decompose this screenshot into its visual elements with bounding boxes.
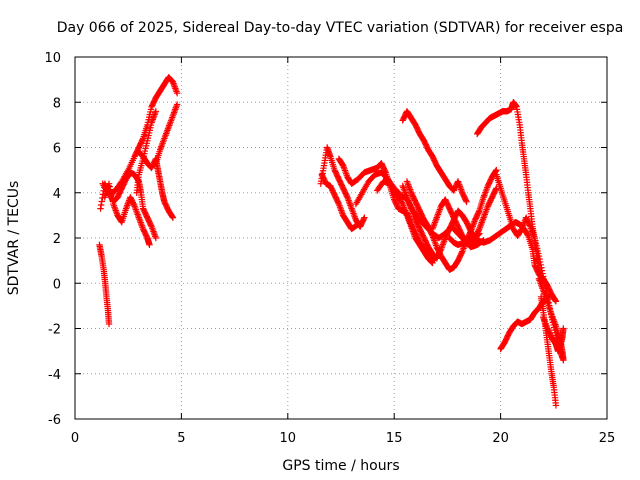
data-point: [539, 270, 546, 277]
y-tick-label: 10: [44, 51, 61, 66]
data-point: [552, 402, 560, 409]
data-point: [152, 108, 160, 115]
data-point: [560, 356, 567, 364]
series-w: [535, 275, 567, 364]
data-point: [560, 325, 567, 332]
y-axis-label: SDTVAR / TECUs: [6, 181, 22, 296]
data-point: [354, 221, 362, 228]
data-point: [475, 208, 482, 216]
data-point: [105, 320, 113, 328]
data-point: [169, 214, 177, 221]
data-point: [146, 241, 153, 248]
data-point: [353, 221, 361, 229]
data-point: [548, 291, 555, 298]
y-tick-label: 6: [53, 142, 61, 157]
data-point: [428, 231, 436, 238]
data-point: [361, 214, 368, 221]
data-point: [536, 258, 544, 266]
data-point: [428, 259, 436, 266]
data-point: [97, 201, 105, 209]
series-g: [152, 101, 181, 167]
x-tick-label: 10: [280, 431, 297, 446]
data-point: [109, 197, 116, 205]
data-point: [173, 90, 181, 97]
data-point: [458, 249, 465, 257]
x-tick-label: 20: [492, 431, 509, 446]
data-point: [552, 297, 559, 304]
data-point: [169, 213, 176, 220]
y-tick-label: 8: [53, 96, 61, 111]
y-tick-label: 2: [53, 232, 61, 247]
data-point: [97, 205, 104, 212]
y-tick-label: 0: [53, 277, 61, 292]
series-a: [96, 241, 113, 328]
data-point: [536, 255, 543, 263]
data-point: [467, 229, 474, 236]
y-tick-label: 4: [53, 187, 61, 202]
data-point: [540, 276, 547, 283]
data-point: [152, 234, 160, 242]
data-point: [537, 261, 544, 269]
x-axis-label: GPS time / hours: [282, 458, 399, 474]
x-tick-label: 25: [599, 431, 616, 446]
series-f: [135, 148, 177, 221]
data-point: [526, 222, 533, 229]
ticks-layer: 0 5 10 15 20 25 -6 -4 -2 0 2 4 6 8 10: [44, 51, 615, 446]
y-tick-label: -6: [48, 413, 61, 428]
data-point: [105, 180, 113, 187]
data-point: [130, 201, 138, 209]
series-e: [133, 108, 160, 196]
data-point: [98, 198, 105, 205]
series-h: [317, 144, 368, 230]
series-n: [403, 166, 500, 273]
x-tick-label: 5: [177, 431, 185, 446]
y-tick-label: -2: [48, 323, 61, 338]
data-point: [462, 197, 470, 204]
data-point: [552, 298, 560, 305]
data-point: [360, 215, 367, 223]
data-point: [492, 186, 499, 193]
data-point: [147, 222, 155, 229]
chart-title: Day 066 of 2025, Sidereal Day-to-day VTE…: [57, 20, 624, 36]
data-point: [539, 273, 547, 280]
data-point: [524, 231, 531, 238]
data-point: [463, 198, 470, 205]
data-point: [173, 101, 181, 108]
x-tick-label: 0: [71, 431, 79, 446]
data-point: [492, 167, 499, 175]
data-point: [335, 199, 342, 206]
series-i: [318, 171, 362, 233]
points-layer: [96, 74, 567, 409]
data-point: [139, 136, 146, 143]
series-l: [373, 178, 436, 267]
data-point: [535, 252, 543, 260]
data-point: [428, 258, 435, 265]
data-point: [343, 192, 350, 200]
y-tick-label: -4: [48, 368, 61, 383]
data-point: [429, 259, 436, 267]
data-point: [475, 227, 482, 234]
data-point: [398, 199, 405, 206]
x-tick-label: 15: [386, 431, 403, 446]
data-point: [538, 264, 545, 271]
data-point: [538, 267, 546, 274]
series-q: [399, 108, 470, 205]
